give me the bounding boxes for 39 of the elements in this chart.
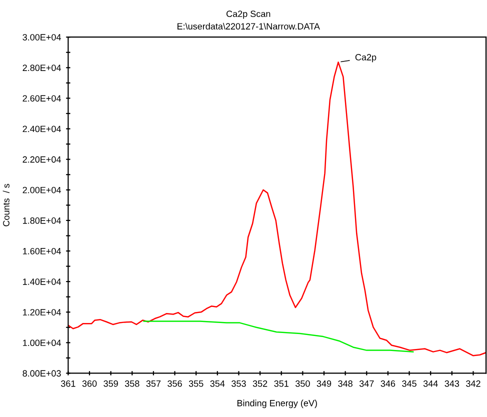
annotation: Ca2p [355,54,376,62]
y-tick-label: 8.00E+03 [22,370,61,377]
y-tick-label: 2.00E+04 [22,186,61,194]
x-axis-title: Binding Energy (eV) [237,400,317,408]
chart-title: Ca2p Scan [226,10,270,19]
x-tick-label: 352 [252,380,268,387]
y-tick-label: 3.00E+04 [22,34,61,40]
chart-subtitle: E:\userdata\220127-1\Narrow.DATA [178,22,320,30]
y-tick-label: 1.60E+04 [23,248,61,254]
y-tick-label: 1.80E+04 [23,217,61,224]
y-tick-label: 1.20E+04 [23,309,61,316]
x-tick-label: 354 [210,380,225,387]
x-tick-label: 356 [168,380,182,387]
y-tick-label: 1.40E+04 [23,278,61,285]
x-tick-label: 347 [359,380,374,387]
x-tick-label: 342 [466,380,480,387]
y-tick-label: 2.40E+04 [22,126,61,132]
x-tick-label: 344 [423,380,438,387]
line-series [143,320,414,352]
x-tick-label: 348 [338,380,352,387]
x-tick-label: 358 [124,380,140,387]
x-tick-label: 353 [232,380,246,387]
x-tick-label: 359 [104,380,118,387]
y-tick-label: 2.60E+04 [22,95,61,102]
x-tick-label: 361 [60,380,76,387]
x-tick-label: 360 [82,380,97,387]
x-tick-label: 349 [316,380,332,387]
line-series [68,62,486,356]
y-tick-label: 2.20E+04 [22,156,61,163]
x-tick-label: 351 [274,380,288,387]
x-tick-label: 350 [296,380,310,387]
x-tick-label: 346 [380,380,396,387]
x-tick-label: 357 [146,380,161,387]
y-tick-label: 2.80E+04 [22,64,61,72]
x-tick-label: 343 [444,380,460,387]
x-tick-label: 355 [188,380,204,387]
x-tick-label: 345 [402,380,416,387]
y-tick-label: 1.00E+04 [23,340,61,346]
y-axis-title: Counts / s [2,184,10,226]
